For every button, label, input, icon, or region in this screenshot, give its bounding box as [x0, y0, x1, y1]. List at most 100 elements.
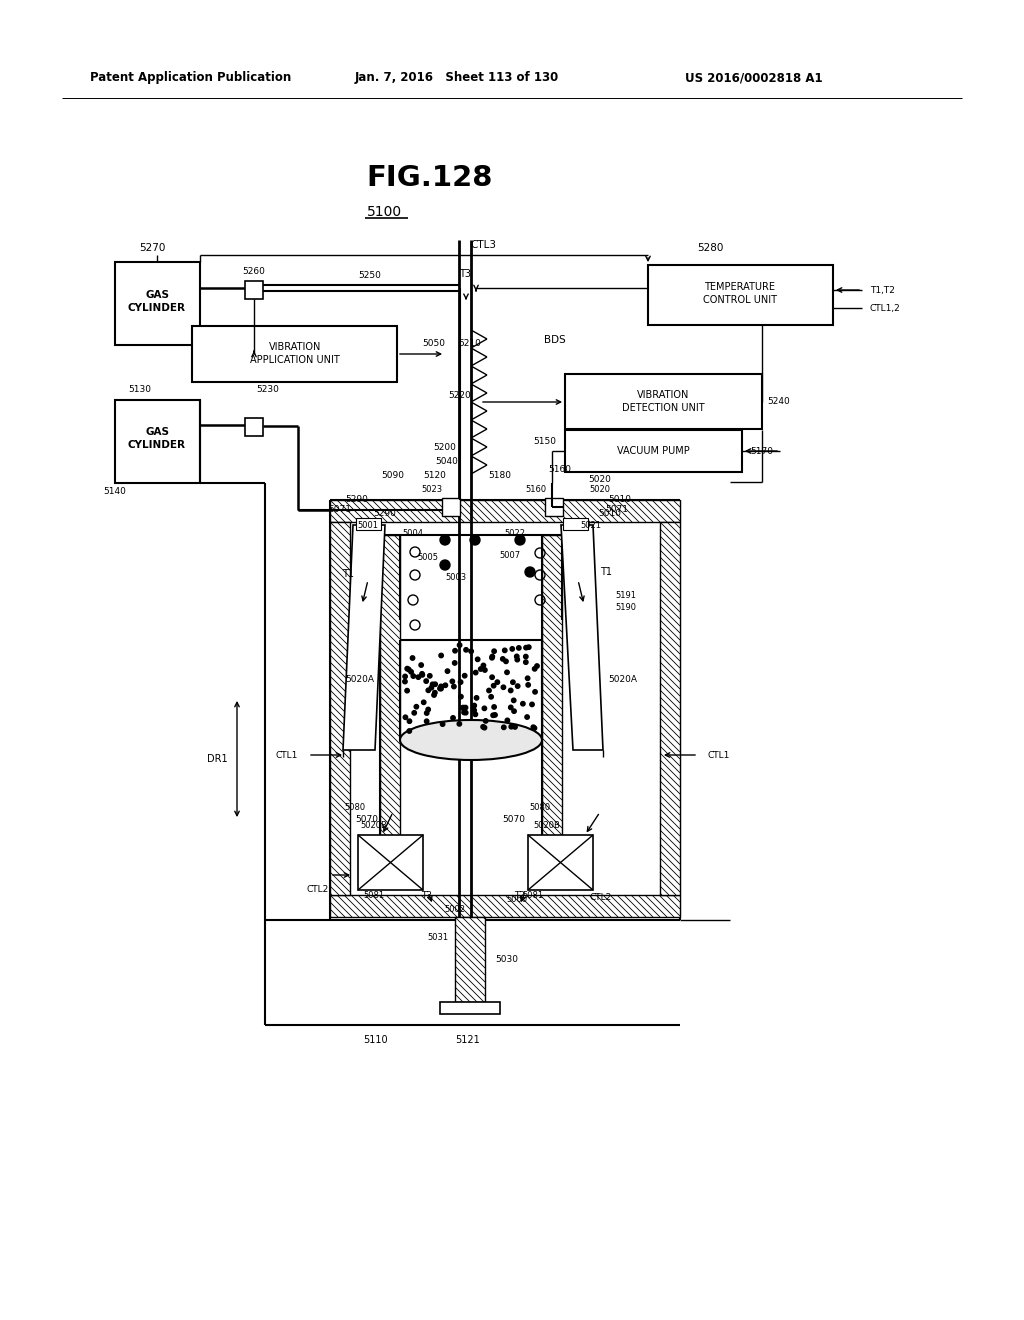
Bar [115, 261, 200, 345]
Circle shape [451, 715, 456, 721]
Text: 5020: 5020 [590, 486, 610, 495]
Circle shape [433, 682, 437, 686]
Circle shape [474, 696, 479, 700]
Bar [545, 498, 563, 516]
Circle shape [452, 684, 456, 689]
Text: Jan. 7, 2016   Sheet 113 of 130: Jan. 7, 2016 Sheet 113 of 130 [355, 71, 559, 84]
Text: 5050: 5050 [423, 339, 445, 348]
Circle shape [463, 705, 468, 710]
Circle shape [408, 729, 412, 733]
Circle shape [407, 668, 411, 672]
Bar [356, 517, 381, 531]
Text: 5110: 5110 [362, 1035, 387, 1045]
Text: 5160: 5160 [525, 486, 546, 495]
Circle shape [473, 711, 477, 717]
Circle shape [481, 725, 485, 729]
Text: 5031: 5031 [427, 932, 449, 941]
Circle shape [525, 715, 529, 719]
Text: CTL1: CTL1 [275, 751, 298, 759]
Polygon shape [561, 525, 603, 750]
Circle shape [425, 719, 429, 723]
Circle shape [481, 663, 485, 668]
Circle shape [475, 657, 480, 661]
Circle shape [453, 648, 458, 653]
Circle shape [492, 684, 496, 688]
Circle shape [512, 698, 516, 702]
Bar [330, 521, 350, 895]
Text: 5290: 5290 [374, 508, 396, 517]
Text: 5240: 5240 [767, 397, 790, 407]
Text: 5020A: 5020A [345, 676, 374, 685]
Circle shape [510, 647, 514, 651]
Text: 5210: 5210 [459, 339, 481, 348]
Text: 5260: 5260 [243, 267, 265, 276]
Circle shape [492, 705, 497, 709]
Bar [193, 326, 397, 381]
Text: CTL2: CTL2 [307, 886, 329, 895]
Text: CTL1: CTL1 [707, 751, 729, 759]
Circle shape [490, 713, 496, 718]
Text: FIG.128: FIG.128 [367, 164, 494, 191]
Text: US 2016/0002818 A1: US 2016/0002818 A1 [685, 71, 822, 84]
Text: DETECTION UNIT: DETECTION UNIT [622, 403, 705, 413]
Circle shape [478, 667, 483, 671]
Text: 5010: 5010 [598, 508, 622, 517]
Text: 5140: 5140 [103, 487, 126, 496]
Text: 5005: 5005 [418, 553, 438, 561]
Text: 5290: 5290 [345, 495, 368, 504]
Text: 5100: 5100 [368, 205, 402, 219]
Bar [442, 498, 460, 516]
Circle shape [532, 726, 537, 730]
Circle shape [473, 671, 478, 675]
Text: 5191: 5191 [615, 590, 636, 599]
Circle shape [440, 722, 444, 726]
Circle shape [412, 710, 417, 715]
Circle shape [531, 725, 536, 730]
Circle shape [482, 668, 487, 672]
Text: 5023: 5023 [422, 486, 442, 495]
Text: CONTROL UNIT: CONTROL UNIT [703, 294, 777, 305]
Circle shape [501, 685, 506, 689]
Text: 5003: 5003 [445, 573, 467, 582]
Ellipse shape [400, 719, 542, 760]
Circle shape [461, 706, 465, 710]
Circle shape [523, 660, 528, 664]
Text: 5030: 5030 [495, 956, 518, 965]
Circle shape [514, 655, 519, 659]
Text: CTL1,2: CTL1,2 [870, 304, 901, 313]
Text: 5020B: 5020B [360, 821, 387, 829]
Text: VIBRATION: VIBRATION [269, 342, 322, 352]
Text: 5080: 5080 [529, 804, 551, 813]
Bar [542, 535, 562, 875]
Circle shape [406, 667, 410, 671]
Text: APPLICATION UNIT: APPLICATION UNIT [250, 355, 340, 366]
Circle shape [532, 689, 538, 694]
Text: 5190: 5190 [615, 603, 636, 612]
Circle shape [440, 560, 450, 570]
Text: 5070: 5070 [502, 816, 525, 825]
Circle shape [440, 535, 450, 545]
Bar [245, 281, 263, 300]
Text: GAS: GAS [145, 290, 169, 300]
Circle shape [472, 708, 476, 713]
Circle shape [513, 725, 517, 729]
Circle shape [422, 700, 426, 705]
Circle shape [502, 725, 506, 730]
Bar [563, 517, 588, 531]
Text: 5200: 5200 [433, 444, 457, 453]
Circle shape [402, 675, 408, 678]
Circle shape [428, 673, 432, 678]
Circle shape [472, 704, 476, 708]
Circle shape [459, 694, 463, 698]
Circle shape [432, 693, 436, 697]
Text: 5001: 5001 [357, 520, 378, 529]
Text: 5070: 5070 [355, 816, 378, 825]
Circle shape [402, 680, 408, 684]
Text: 5020B: 5020B [534, 821, 560, 829]
Circle shape [453, 661, 457, 665]
Circle shape [496, 680, 500, 684]
Text: DR1: DR1 [208, 754, 228, 764]
Bar [440, 1002, 500, 1014]
Text: 5081: 5081 [364, 891, 385, 899]
Text: 5280: 5280 [696, 243, 723, 253]
